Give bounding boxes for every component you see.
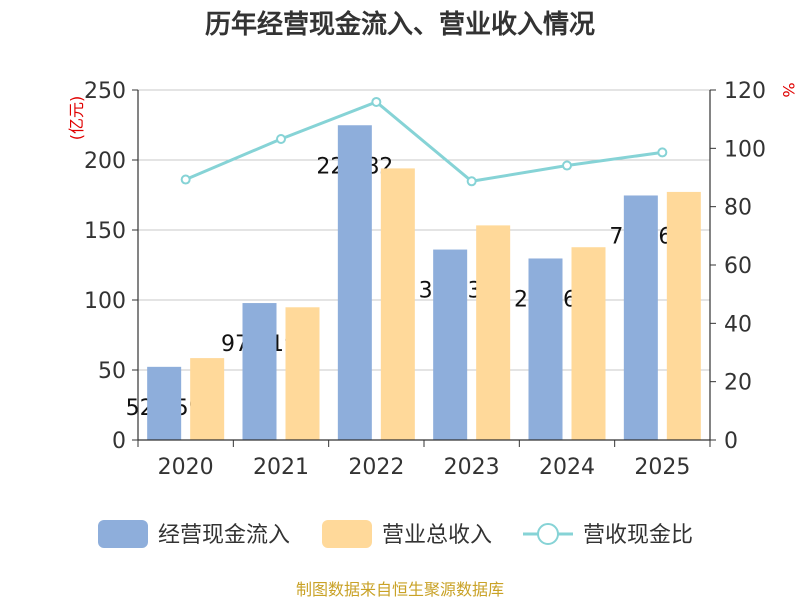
bar-cash-inflow bbox=[242, 303, 277, 440]
left-axis-unit: (亿元) bbox=[67, 96, 86, 141]
left-tick-label: 150 bbox=[84, 219, 126, 244]
bar-cash-inflow bbox=[337, 125, 372, 440]
x-tick-label: 2023 bbox=[444, 455, 500, 480]
legend-swatch-revenue bbox=[322, 520, 372, 548]
x-tick-label: 2020 bbox=[158, 455, 214, 480]
legend-label: 经营现金流入 bbox=[158, 523, 290, 548]
right-tick-label: 0 bbox=[724, 429, 738, 454]
right-tick-label: 60 bbox=[724, 254, 752, 279]
chart-title: 历年经营现金流入、营业收入情况 bbox=[205, 9, 595, 40]
left-tick-label: 100 bbox=[84, 289, 126, 314]
left-tick-label: 250 bbox=[84, 79, 126, 104]
legend-swatch-cash-inflow bbox=[98, 520, 148, 548]
x-tick-label: 2022 bbox=[348, 455, 404, 480]
right-tick-label: 80 bbox=[724, 196, 752, 221]
bars-group bbox=[147, 125, 658, 440]
left-tick-label: 50 bbox=[98, 359, 126, 384]
x-tick-label: 2021 bbox=[253, 455, 309, 480]
legend-label: 营收现金比 bbox=[583, 523, 693, 548]
left-tick-label: 200 bbox=[84, 149, 126, 174]
left-tick-label: 0 bbox=[112, 429, 126, 454]
ratio-point bbox=[276, 134, 286, 144]
right-tick-label: 100 bbox=[724, 137, 766, 162]
bar-revenue bbox=[571, 247, 606, 440]
legend: 经营现金流入 营业总收入 营收现金比 bbox=[98, 520, 693, 548]
right-tick-label: 40 bbox=[724, 312, 752, 337]
ratio-point bbox=[371, 96, 382, 107]
source-note: 制图数据来自恒生聚源数据库 bbox=[296, 580, 504, 599]
revenue-bars-overlay bbox=[190, 168, 701, 440]
ratio-point bbox=[657, 147, 668, 158]
bar-cash-inflow bbox=[147, 366, 182, 440]
bar-revenue bbox=[285, 307, 320, 440]
bar-cash-inflow bbox=[433, 249, 468, 440]
ratio-point bbox=[466, 176, 477, 187]
right-axis-unit: % bbox=[779, 82, 798, 97]
ratio-line bbox=[185, 100, 663, 183]
bar-revenue bbox=[190, 358, 225, 440]
x-tick-label: 2025 bbox=[634, 455, 690, 480]
ratio-line-group bbox=[180, 96, 668, 187]
x-tick-label: 2024 bbox=[539, 455, 595, 480]
legend-marker-ratio bbox=[537, 523, 559, 545]
bar-revenue bbox=[666, 191, 701, 440]
axes-group: 0 50 100 150 200 250 0 20 40 60 80 100 120 2020 2021 20… bbox=[84, 79, 766, 480]
legend-label: 营业总收入 bbox=[382, 523, 492, 548]
right-tick-label: 120 bbox=[724, 79, 766, 104]
ratio-point bbox=[180, 174, 191, 185]
right-tick-label: 20 bbox=[724, 371, 752, 396]
bar-revenue bbox=[476, 225, 511, 440]
ratio-point bbox=[562, 160, 572, 171]
bar-cash-inflow bbox=[623, 195, 658, 440]
bar-cash-inflow bbox=[528, 258, 563, 440]
bar-revenue bbox=[380, 168, 415, 440]
